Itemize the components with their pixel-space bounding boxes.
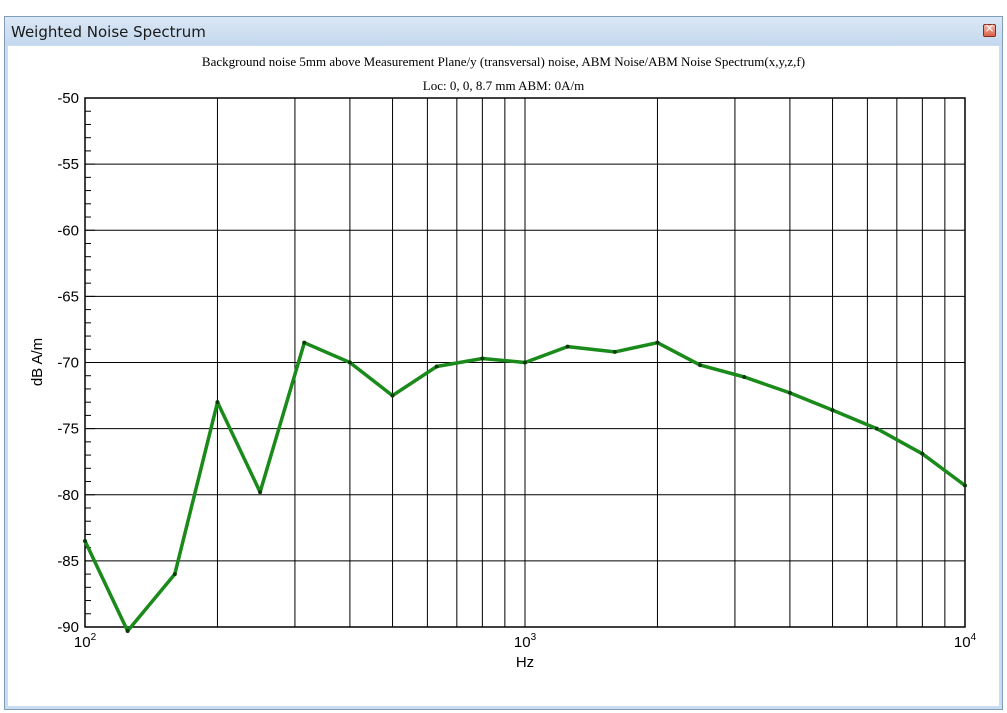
chart-header-line-2: Loc: 0, 0, 8.7 mm ABM: 0A/m — [422, 78, 585, 93]
x-tick-labels: 102 103 104 — [74, 632, 977, 651]
data-point — [830, 408, 835, 413]
data-point — [390, 393, 395, 398]
data-point — [302, 340, 307, 345]
data-point — [523, 360, 527, 365]
data-point — [125, 628, 130, 633]
x-axis-label: Hz — [516, 654, 534, 671]
window-titlebar[interactable]: Weighted Noise Spectrum × — [5, 17, 1002, 45]
minor-ticks — [85, 97, 95, 628]
data-point — [874, 426, 879, 431]
data-point — [787, 390, 792, 395]
y-tick-label: -90 — [57, 619, 79, 636]
data-point — [612, 349, 617, 354]
y-tick-label: -50 — [57, 90, 79, 107]
data-point — [655, 340, 660, 345]
y-tick-label: -75 — [57, 421, 79, 438]
x-tick-label: 104 — [954, 632, 977, 651]
data-point — [480, 356, 485, 361]
y-axis-label: dB A/m — [29, 338, 46, 386]
x-tick-exponent: 3 — [531, 632, 537, 643]
data-point — [963, 483, 967, 488]
x-tick-exponent: 4 — [971, 632, 977, 643]
data-point — [698, 363, 703, 368]
chart-header-line-1: Background noise 5mm above Measurement P… — [201, 54, 806, 69]
data-point — [347, 360, 352, 365]
x-tick-base: 10 — [954, 634, 971, 651]
data-point — [742, 375, 747, 380]
x-tick-label: 102 — [74, 632, 97, 651]
chart-window: Weighted Noise Spectrum × Background noi… — [4, 16, 1003, 710]
plot-frame — [84, 97, 966, 628]
x-tick-base: 10 — [74, 634, 91, 651]
data-point — [920, 451, 925, 456]
noise-spectrum-chart: -50-55-60-65-70-75-80-85-90 102 103 104 Hz… — [29, 90, 977, 671]
top-strip — [0, 0, 1007, 16]
data-point — [258, 490, 263, 495]
grid-layer — [85, 98, 965, 627]
plot-panel: Background noise 5mm above Measurement P… — [8, 46, 999, 706]
window-title: Weighted Noise Spectrum — [11, 23, 206, 41]
y-tick-label: -85 — [57, 553, 79, 570]
data-point — [565, 344, 570, 349]
y-tick-label: -65 — [57, 288, 79, 305]
data-point — [434, 364, 439, 369]
close-icon: × — [984, 21, 995, 35]
data-point — [172, 572, 177, 577]
y-tick-label: -70 — [57, 355, 79, 372]
data-point — [215, 400, 220, 405]
x-tick-label: 103 — [514, 632, 537, 651]
y-tick-label: -60 — [57, 222, 79, 239]
y-tick-label: -55 — [57, 156, 79, 173]
y-tick-labels: -50 -55 -60 -65 -70 -75 -80 -85 -90 — [57, 90, 79, 636]
x-tick-base: 10 — [514, 634, 531, 651]
x-tick-exponent: 2 — [91, 632, 97, 643]
y-tick-label: -80 — [57, 487, 79, 504]
series-layer — [83, 340, 967, 633]
close-button[interactable]: × — [983, 21, 996, 37]
data-point — [83, 539, 87, 544]
